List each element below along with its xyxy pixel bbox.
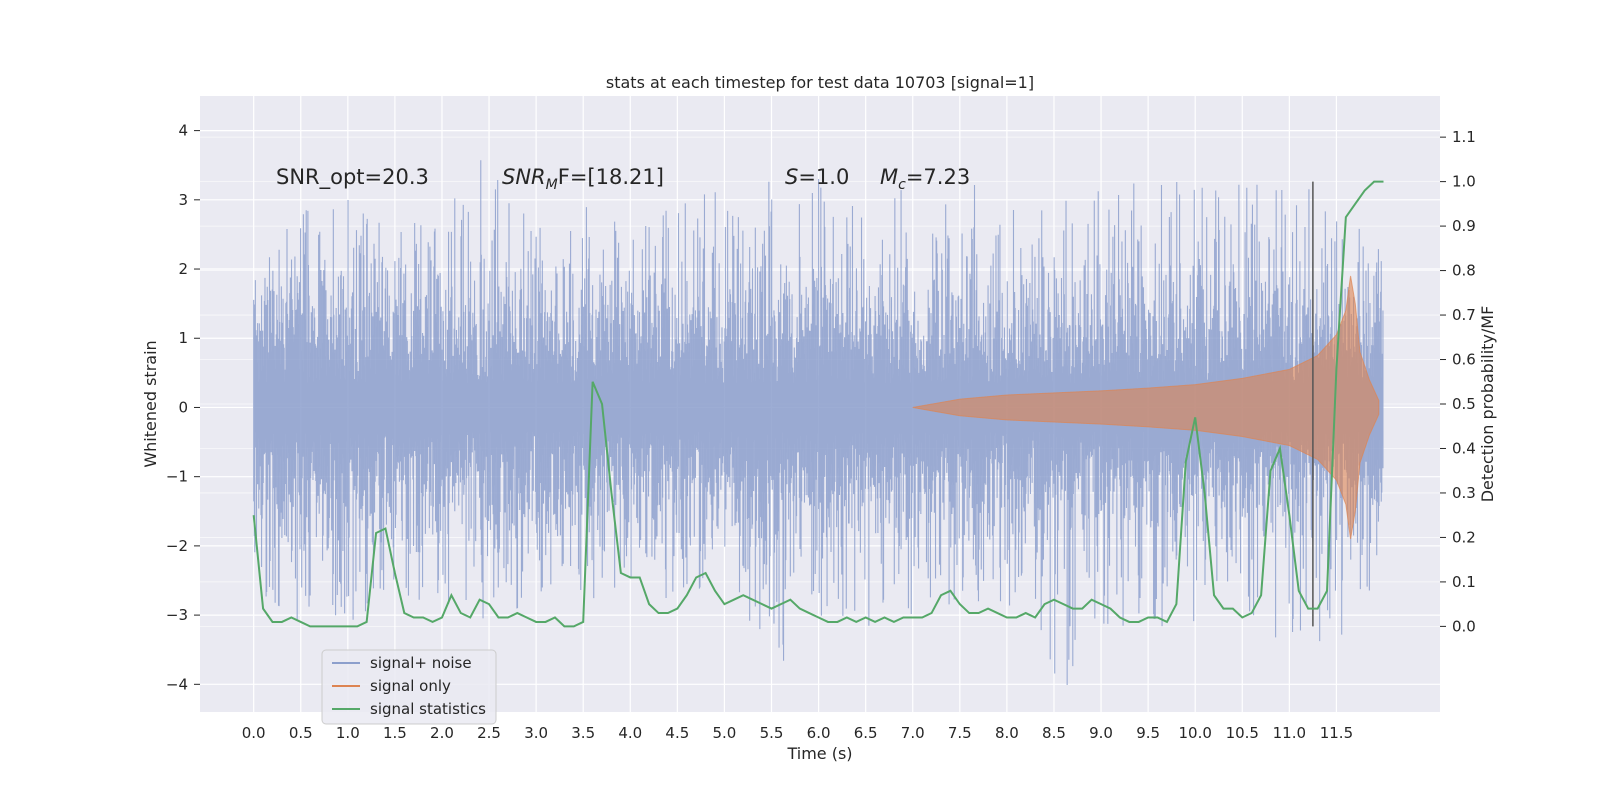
x-tick-label: 0.0 <box>242 724 266 742</box>
y-right-tick-label: 0.3 <box>1452 484 1476 502</box>
y-tick-label: −3 <box>166 606 188 624</box>
y-right-tick-label: 0.2 <box>1452 528 1476 546</box>
annotation-s-value: =1.0 <box>798 165 849 189</box>
legend-label-signal-only: signal only <box>370 677 451 695</box>
y-right-tick-label: 0.9 <box>1452 217 1476 235</box>
y-right-tick-label: 0.0 <box>1452 617 1476 635</box>
annotation-snr-mf-value: F=[18.21] <box>558 165 664 189</box>
annotation-s-symbol: S <box>785 165 798 189</box>
y-tick-label: 1 <box>178 329 188 347</box>
x-axis-ticks: 0.0 0.5 1.0 1.5 2.0 2.5 3.0 3.5 4.0 4.5 5.0 5.5 6.0 6… <box>242 724 1353 742</box>
x-tick-label: 10.0 <box>1178 724 1211 742</box>
y-right-tick-label: 0.4 <box>1452 439 1476 457</box>
y-right-tick-label: 0.5 <box>1452 395 1476 413</box>
x-tick-label: 7.0 <box>901 724 925 742</box>
y-tick-label: −4 <box>166 675 188 693</box>
y-right-tick-label: 1.0 <box>1452 173 1476 191</box>
y-right-tick-label: 1.1 <box>1452 128 1476 146</box>
annotation-snr-mf: SNRMF=[18.21] <box>502 165 664 193</box>
x-axis-label: Time (s) <box>786 744 852 763</box>
x-tick-label: 7.5 <box>948 724 972 742</box>
y-axis-ticks: 4 3 2 1 0 −1 −2 −3 −4 <box>166 122 200 693</box>
x-tick-label: 2.0 <box>430 724 454 742</box>
y-tick-label: −1 <box>166 468 188 486</box>
annotation-snr-opt: SNR_opt=20.3 <box>276 165 429 190</box>
y-right-tick-label: 0.6 <box>1452 351 1476 369</box>
legend-label-signal-statistics: signal statistics <box>370 700 486 718</box>
x-tick-label: 0.5 <box>289 724 313 742</box>
annotation-mc-symbol: M <box>880 165 898 189</box>
annotation-snr-mf-symbol: SNR <box>502 165 546 189</box>
x-tick-label: 3.0 <box>524 724 548 742</box>
y-tick-label: 4 <box>178 122 188 140</box>
x-tick-label: 1.5 <box>383 724 407 742</box>
series-signal-statistics <box>252 180 1384 628</box>
y-tick-label: 3 <box>178 191 188 209</box>
y-tick-label: 0 <box>178 398 188 416</box>
x-tick-label: 10.5 <box>1226 724 1259 742</box>
y-axis-label-right: Detection probability/MF <box>1478 306 1497 503</box>
annotation-mc-value: =7.23 <box>906 165 970 189</box>
x-tick-label: 8.0 <box>995 724 1019 742</box>
annotation-s: S=1.0 <box>785 165 849 189</box>
annotation-mc-subscript: c <box>898 177 906 193</box>
x-tick-label: 9.5 <box>1136 724 1160 742</box>
data-layer <box>252 160 1384 686</box>
legend-frame <box>321 649 497 725</box>
x-tick-label: 5.5 <box>760 724 784 742</box>
x-tick-label: 3.5 <box>571 724 595 742</box>
annotation-mc: Mc=7.23 <box>880 165 970 193</box>
x-tick-label: 11.5 <box>1320 724 1353 742</box>
y-tick-label: 2 <box>178 260 188 278</box>
y-axis-right-ticks: 1.1 1.0 0.9 0.8 0.7 0.6 0.5 0.4 0.3 0.2 0.1 0.0 <box>1440 128 1476 635</box>
annotation-snr-mf-subscript: M <box>546 177 558 193</box>
y-right-tick-label: 0.8 <box>1452 262 1476 280</box>
x-tick-label: 6.5 <box>854 724 878 742</box>
x-tick-label: 2.5 <box>477 724 501 742</box>
x-tick-label: 1.0 <box>336 724 360 742</box>
chart-title: stats at each timestep for test data 107… <box>606 73 1034 92</box>
y-tick-label: −2 <box>166 537 188 555</box>
y-axis-label: Whitened strain <box>141 340 160 467</box>
x-tick-label: 8.5 <box>1042 724 1066 742</box>
x-tick-label: 4.0 <box>618 724 642 742</box>
x-tick-label: 11.0 <box>1273 724 1306 742</box>
legend-label-signal-noise: signal+ noise <box>370 654 472 672</box>
y-right-tick-label: 0.7 <box>1452 306 1476 324</box>
x-tick-label: 6.0 <box>807 724 831 742</box>
series-signal-only <box>912 275 1380 540</box>
legend: signal+ noise signal only signal statist… <box>321 649 497 725</box>
x-tick-label: 9.0 <box>1089 724 1113 742</box>
x-tick-label: 5.0 <box>713 724 737 742</box>
y-right-tick-label: 0.1 <box>1452 573 1476 591</box>
x-tick-label: 4.5 <box>665 724 689 742</box>
